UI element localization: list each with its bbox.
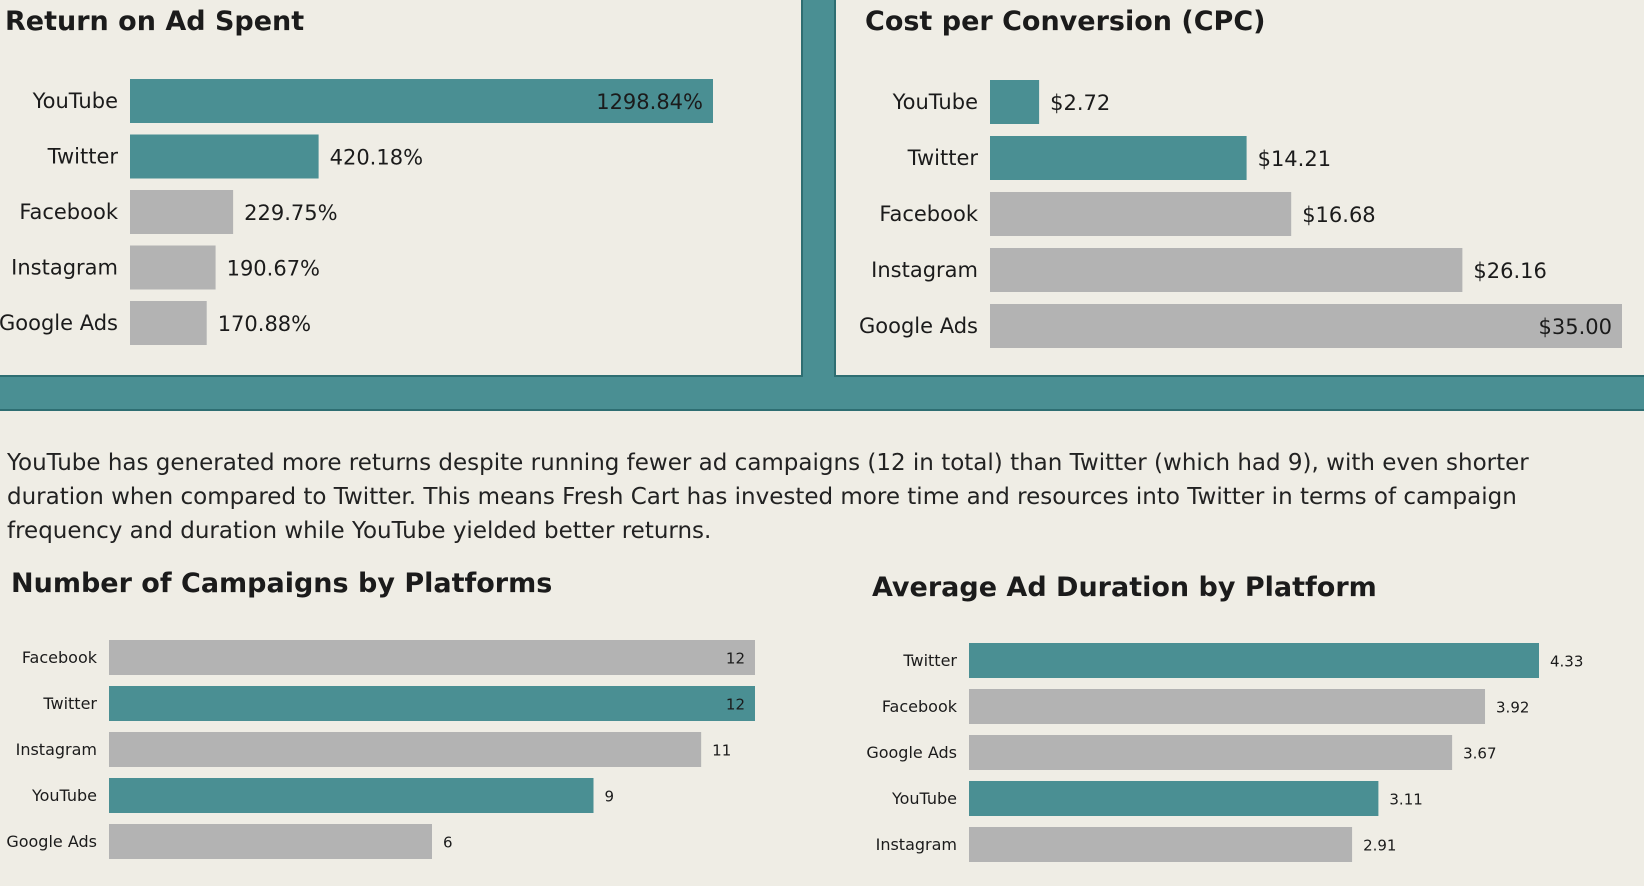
duration-value-label-google-ads: 3.67 [1463,745,1496,763]
cpc-value-label-google-ads: $35.00 [1539,315,1612,339]
campaigns-value-label-google-ads: 6 [443,834,453,852]
campaigns-category-label-youtube: YouTube [31,786,97,805]
cpc-category-label-youtube: YouTube [892,90,978,114]
duration-category-label-instagram: Instagram [876,835,957,854]
campaigns-bar-google-ads [109,824,432,859]
campaigns-category-label-instagram: Instagram [16,740,97,759]
cpc-bar-facebook [990,192,1292,236]
roas-value-label-facebook: 229.75% [244,201,337,225]
roas-category-label-google-ads: Google Ads [0,311,118,335]
campaigns-bar-facebook [109,640,755,675]
cpc-category-label-google-ads: Google Ads [859,314,978,338]
duration-bar-instagram [969,827,1353,862]
campaigns-category-label-facebook: Facebook [22,648,98,667]
cpc-chart-title: Cost per Conversion (CPC) [865,6,1266,37]
roas-category-label-facebook: Facebook [19,200,119,224]
duration-bar-youtube [969,781,1379,816]
cpc-bar-instagram [990,248,1463,292]
duration-chart-title: Average Ad Duration by Platform [872,572,1377,603]
roas-bar-chart: YouTube 1298.84% Twitter 420.18% Facebook 229… [0,79,713,345]
campaigns-bar-youtube [109,778,594,813]
campaigns-bar-chart: Facebook 12 Twitter 12 Instagram 11 YouTube 9 Go… [6,640,755,859]
campaigns-value-label-instagram: 11 [712,742,731,760]
roas-chart-title: Return on Ad Spent [5,6,305,37]
cpc-category-label-facebook: Facebook [879,202,979,226]
roas-category-label-youtube: YouTube [32,89,118,113]
duration-bar-twitter [969,643,1539,678]
duration-bar-chart: Twitter 4.33 Facebook 3.92 Google Ads 3.67 You… [866,643,1583,862]
duration-category-label-twitter: Twitter [902,651,957,670]
campaigns-value-label-twitter: 12 [726,696,745,714]
campaigns-chart-title: Number of Campaigns by Platforms [11,568,553,599]
cpc-value-label-twitter: $14.21 [1258,147,1331,171]
duration-category-label-google-ads: Google Ads [866,743,957,762]
cpc-category-label-instagram: Instagram [871,258,978,282]
roas-value-label-instagram: 190.67% [227,257,320,281]
roas-category-label-instagram: Instagram [11,256,118,280]
roas-bar-instagram [130,245,216,290]
campaigns-value-label-youtube: 9 [605,788,615,806]
cpc-value-label-instagram: $26.16 [1473,259,1546,283]
cpc-bar-twitter [990,136,1247,180]
roas-value-label-youtube: 1298.84% [596,90,703,114]
insight-text: YouTube has generated more returns despi… [7,450,1529,544]
horizontal-divider [0,377,1644,411]
roas-bar-google-ads [130,301,207,345]
duration-value-label-twitter: 4.33 [1550,653,1583,671]
cpc-value-label-facebook: $16.68 [1302,203,1375,227]
duration-bar-google-ads [969,735,1453,770]
duration-value-label-facebook: 3.92 [1496,699,1529,717]
duration-category-label-facebook: Facebook [882,697,958,716]
cpc-bar-youtube [990,80,1040,124]
cpc-value-label-youtube: $2.72 [1050,91,1110,115]
duration-bar-facebook [969,689,1486,724]
roas-bar-youtube [130,79,713,123]
cpc-bar-chart: YouTube $2.72 Twitter $14.21 Facebook $16.68 I… [859,80,1622,348]
campaigns-category-label-twitter: Twitter [42,694,97,713]
vertical-divider [803,0,834,377]
campaigns-bar-twitter [109,686,755,721]
roas-bar-twitter [130,134,319,179]
campaigns-category-label-google-ads: Google Ads [6,832,97,851]
cpc-category-label-twitter: Twitter [907,146,979,170]
duration-category-label-youtube: YouTube [891,789,957,808]
roas-value-label-twitter: 420.18% [330,146,423,170]
roas-value-label-google-ads: 170.88% [218,312,311,336]
cpc-bar-google-ads [990,304,1622,348]
campaigns-bar-instagram [109,732,702,767]
duration-value-label-instagram: 2.91 [1363,837,1396,855]
duration-value-label-youtube: 3.11 [1389,791,1422,809]
roas-category-label-twitter: Twitter [47,145,119,169]
roas-bar-facebook [130,190,234,234]
campaigns-value-label-facebook: 12 [726,650,745,668]
